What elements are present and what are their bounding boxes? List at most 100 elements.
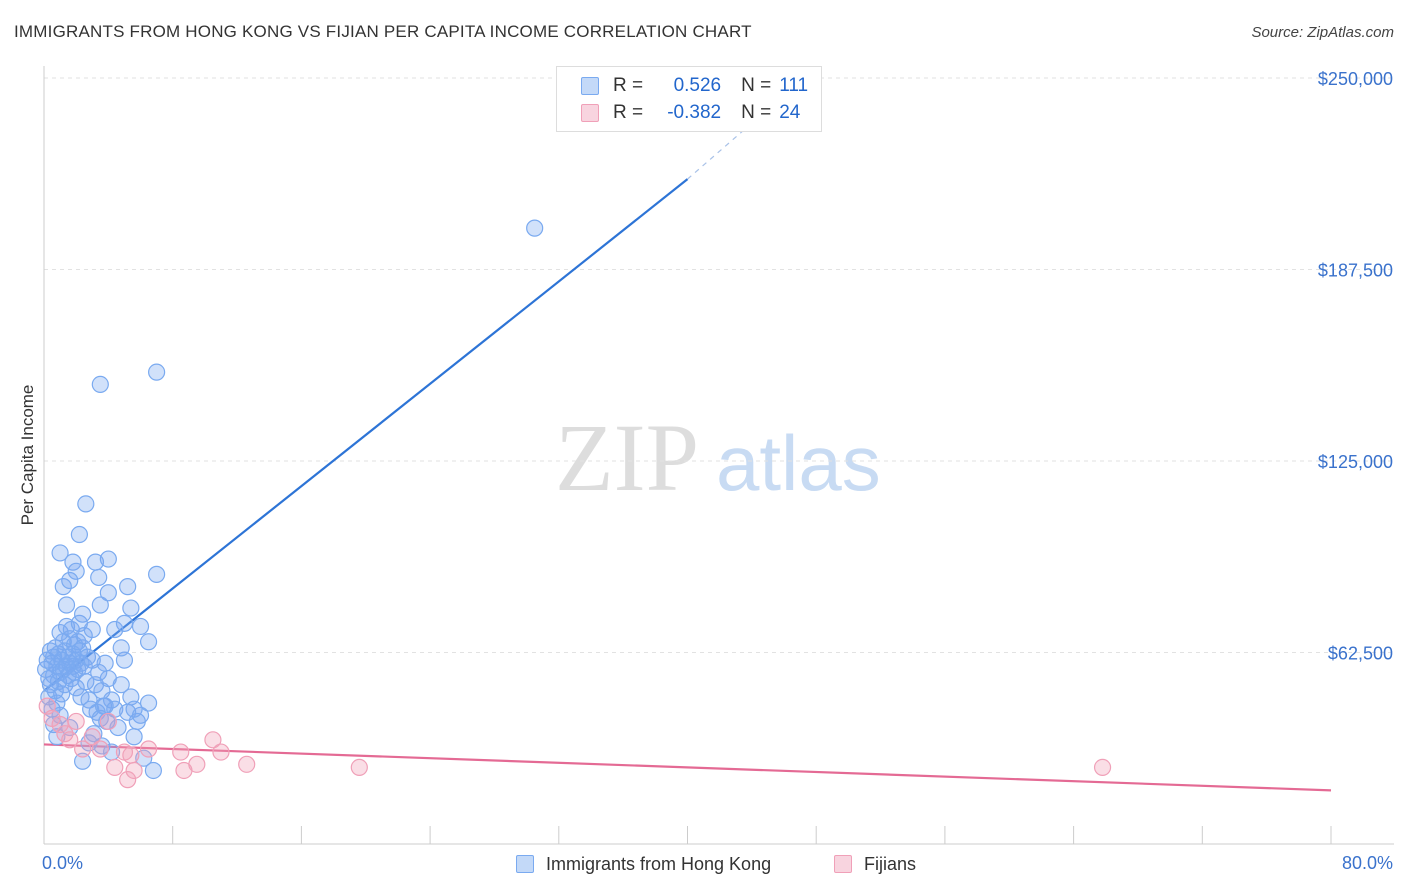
- legend-n-label: N =: [741, 102, 772, 123]
- data-point-hong-kong: [96, 654, 114, 672]
- data-point-hong-kong: [64, 553, 82, 571]
- data-point-hong-kong: [96, 697, 114, 715]
- data-point-hong-kong: [148, 363, 166, 381]
- bottom-legend-swatch-blue: [516, 855, 534, 873]
- bottom-legend-swatch-pink: [834, 855, 852, 873]
- data-point-fijians: [51, 715, 69, 734]
- data-point-hong-kong: [57, 596, 76, 614]
- data-point-hong-kong: [102, 691, 121, 709]
- data-point-hong-kong: [135, 749, 153, 767]
- axes: [43, 66, 1394, 845]
- watermark-zip: ZIP: [555, 404, 699, 511]
- data-point-hong-kong: [112, 639, 130, 657]
- data-point-fijians: [119, 771, 137, 789]
- data-point-hong-kong: [112, 676, 130, 694]
- data-point-hong-kong: [148, 565, 166, 583]
- data-point-hong-kong: [139, 633, 158, 651]
- data-point-hong-kong: [77, 673, 95, 691]
- x-tick-label-min: 0.0%: [42, 853, 83, 873]
- data-point-hong-kong: [119, 578, 137, 596]
- data-point-hong-kong: [144, 761, 162, 780]
- y-tick-label: $187,500: [1318, 261, 1393, 281]
- data-point-fijians: [83, 728, 101, 746]
- data-point-hong-kong: [53, 685, 71, 703]
- y-tick-label: $62,500: [1328, 644, 1393, 664]
- data-point-hong-kong: [131, 706, 150, 724]
- bottom-legend-label-fijians: Fijians: [864, 853, 917, 874]
- data-point-hong-kong: [125, 728, 143, 746]
- x-tick-label-max: 80.0%: [1342, 853, 1393, 873]
- data-point-fijians: [350, 758, 368, 777]
- trend-line-0: [43, 178, 689, 692]
- legend-r-value: 0.526: [673, 75, 722, 96]
- data-point-hong-kong: [67, 679, 85, 697]
- data-point-hong-kong: [90, 568, 108, 587]
- data-point-hong-kong: [115, 614, 134, 632]
- data-point-fijians: [172, 743, 190, 761]
- legend-n-label: N =: [741, 75, 772, 96]
- data-point-hong-kong: [91, 375, 109, 393]
- data-point-hong-kong: [83, 620, 101, 639]
- watermark-atlas: atlas: [716, 419, 881, 507]
- legend-row-fijians: R = -0.382 N = 24: [581, 101, 800, 125]
- data-point-fijians: [91, 740, 109, 758]
- stats-legend: R = 0.526 N = 111 R = -0.382 N = 24: [556, 66, 822, 132]
- data-point-fijians: [204, 731, 222, 749]
- data-points: [37, 219, 1112, 789]
- y-tick-label: $250,000: [1318, 69, 1393, 89]
- y-tick-label: $125,000: [1318, 452, 1393, 472]
- data-point-hong-kong: [61, 571, 79, 590]
- data-point-fijians: [188, 755, 206, 773]
- data-point-hong-kong: [109, 718, 127, 737]
- data-point-hong-kong: [67, 562, 85, 580]
- legend-n-value: 24: [779, 102, 801, 123]
- data-point-fijians: [99, 712, 117, 731]
- data-point-fijians: [74, 740, 92, 758]
- data-point-hong-kong: [54, 578, 72, 596]
- data-point-fijians: [67, 712, 85, 731]
- data-point-hong-kong: [139, 694, 158, 712]
- legend-r-label: R =: [613, 102, 644, 123]
- bottom-legend-label-hong-kong: Immigrants from Hong Kong: [546, 853, 772, 874]
- data-point-hong-kong: [106, 620, 124, 639]
- data-point-hong-kong: [70, 525, 88, 544]
- data-point-hong-kong: [77, 495, 95, 513]
- data-point-hong-kong: [526, 219, 544, 237]
- data-point-hong-kong: [74, 752, 92, 770]
- tick-labels: $62,500 $125,000 $187,500 $250,000 0.0% 80.0%: [42, 69, 1393, 873]
- data-point-hong-kong: [78, 648, 97, 666]
- trend-line-extension-0: [687, 129, 745, 180]
- legend-swatch-pink: [581, 104, 599, 122]
- data-point-hong-kong: [51, 544, 69, 562]
- legend-swatch-blue: [581, 77, 599, 95]
- data-point-fijians: [212, 743, 230, 761]
- trend-lines: [43, 129, 1332, 792]
- data-point-fijians: [122, 746, 140, 764]
- data-point-hong-kong: [99, 550, 117, 568]
- legend-r-label: R =: [613, 75, 644, 96]
- data-point-hong-kong: [91, 596, 109, 614]
- bottom-legend-fijians: Fijians: [834, 852, 916, 876]
- data-point-hong-kong: [122, 599, 140, 617]
- data-point-hong-kong: [99, 584, 117, 602]
- data-point-fijians: [61, 731, 79, 749]
- data-point-hong-kong: [131, 617, 150, 636]
- data-point-fijians: [1093, 758, 1112, 777]
- trend-line-1: [43, 743, 1332, 792]
- data-point-fijians: [139, 740, 158, 758]
- legend-row-hong-kong: R = 0.526 N = 111: [581, 74, 808, 98]
- source-label: Source: ZipAtlas.com: [1251, 24, 1394, 41]
- grid-lines: [44, 77, 1394, 653]
- data-point-fijians: [106, 758, 124, 777]
- bottom-legend-hong-kong: Immigrants from Hong Kong: [516, 852, 771, 876]
- data-point-fijians: [238, 755, 256, 773]
- data-point-hong-kong: [51, 623, 69, 642]
- chart-title: IMMIGRANTS FROM HONG KONG VS FIJIAN PER …: [14, 22, 752, 41]
- legend-r-value: -0.382: [667, 102, 722, 123]
- watermark: ZIP atlas: [555, 404, 881, 511]
- data-point-hong-kong: [90, 663, 108, 682]
- data-point-fijians: [125, 761, 143, 780]
- data-point-hong-kong: [125, 700, 143, 718]
- legend-n-value: 111: [779, 75, 809, 96]
